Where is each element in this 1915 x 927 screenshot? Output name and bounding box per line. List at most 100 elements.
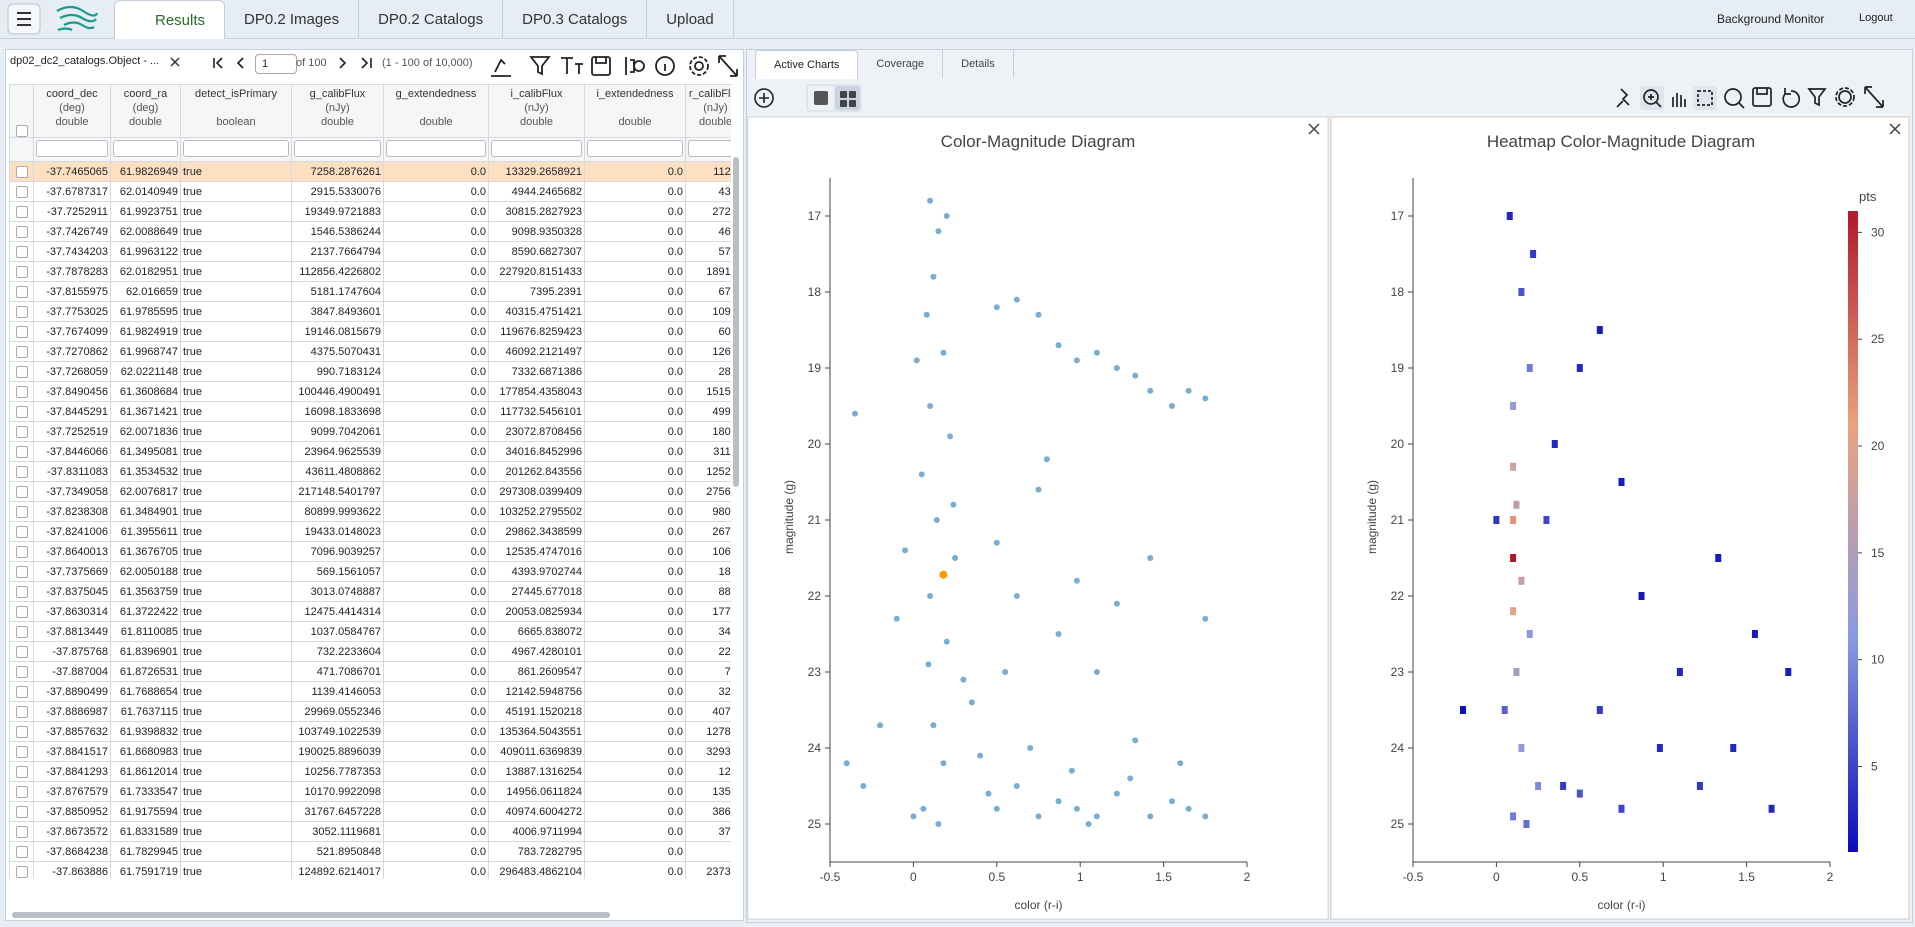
table-row[interactable]: -37.864001361.3676705true7096.90392570.0… xyxy=(10,542,732,562)
table-row[interactable]: -37.743420361.9963122true2137.76647940.0… xyxy=(10,242,732,262)
column-header[interactable]: g_calibFlux(nJy)double xyxy=(292,85,384,138)
table-row[interactable]: -37.844529161.3671421true16098.18336980.… xyxy=(10,402,732,422)
page-next-last[interactable] xyxy=(336,56,381,70)
chart-tab[interactable]: Coverage xyxy=(858,50,943,78)
checkbox[interactable] xyxy=(16,486,28,498)
checkbox[interactable] xyxy=(16,346,28,358)
table-row[interactable]: -37.737566962.0050188true569.15610570.04… xyxy=(10,562,732,582)
checkbox[interactable] xyxy=(16,125,28,137)
filter-input[interactable] xyxy=(113,140,178,157)
view-toggle[interactable] xyxy=(805,83,865,113)
checkbox[interactable] xyxy=(16,606,28,618)
column-header[interactable]: i_extendednessdouble xyxy=(585,85,686,138)
checkbox[interactable] xyxy=(16,786,28,798)
filter-input[interactable] xyxy=(183,140,289,157)
table-row[interactable]: -37.678731762.0140949true2915.53300760.0… xyxy=(10,182,732,202)
checkbox[interactable] xyxy=(16,226,28,238)
table-row[interactable]: -37.87576861.8396901true732.22336040.049… xyxy=(10,642,732,662)
table-row[interactable]: -37.727086261.9968747true4375.50704310.0… xyxy=(10,342,732,362)
checkbox[interactable] xyxy=(16,686,28,698)
filter-input[interactable] xyxy=(386,140,486,157)
checkbox[interactable] xyxy=(16,746,28,758)
checkbox[interactable] xyxy=(16,326,28,338)
background-monitor[interactable]: Background Monitor xyxy=(1717,12,1824,26)
filter-input[interactable] xyxy=(587,140,683,157)
table-row[interactable]: -37.767409961.9824919true19146.08156790.… xyxy=(10,322,732,342)
checkbox[interactable] xyxy=(16,266,28,278)
v-scrollbar[interactable] xyxy=(733,157,739,487)
table-row[interactable]: -37.86388661.7591719true124892.62140170.… xyxy=(10,862,732,880)
column-header[interactable]: i_calibFlux(nJy)double xyxy=(489,85,585,138)
checkbox[interactable] xyxy=(16,426,28,438)
checkbox[interactable] xyxy=(16,646,28,658)
checkbox[interactable] xyxy=(16,446,28,458)
table-row[interactable]: -37.746506561.9826949true7258.28762610.0… xyxy=(10,162,732,182)
table-row[interactable]: -37.885095261.9175594true31767.64572280.… xyxy=(10,802,732,822)
checkbox[interactable] xyxy=(16,826,28,838)
checkbox[interactable] xyxy=(16,306,28,318)
nav-tab[interactable]: DP0.2 Images xyxy=(225,0,359,38)
close-table[interactable] xyxy=(169,56,181,68)
checkbox[interactable] xyxy=(16,466,28,478)
filter-input[interactable] xyxy=(36,140,108,157)
checkbox[interactable] xyxy=(16,166,28,178)
logout[interactable]: Logout xyxy=(1859,12,1893,24)
page-input[interactable]: 1 xyxy=(255,54,297,74)
nav-tab[interactable]: DP0.3 Catalogs xyxy=(503,0,647,38)
nav-tab[interactable]: DP0.2 Catalogs xyxy=(359,0,503,38)
table-row[interactable]: -37.884151761.8680983true190025.88960390… xyxy=(10,742,732,762)
table-row[interactable]: -37.876757961.7333547true10170.99220980.… xyxy=(10,782,732,802)
checkbox[interactable] xyxy=(16,186,28,198)
table-row[interactable]: -37.88700461.8726531true471.70867010.086… xyxy=(10,662,732,682)
nav-tab[interactable]: Results xyxy=(114,0,225,39)
table-row[interactable]: -37.844606661.3495081true23964.96255390.… xyxy=(10,442,732,462)
table-row[interactable]: -37.815597562.016659true5181.17476040.07… xyxy=(10,282,732,302)
table-row[interactable]: -37.884129361.8612014true10256.77873530.… xyxy=(10,762,732,782)
checkbox[interactable] xyxy=(16,706,28,718)
table-row[interactable]: -37.849045661.3608684true100446.49004910… xyxy=(10,382,732,402)
table-row[interactable]: -37.742674962.0088649true1546.53862440.0… xyxy=(10,222,732,242)
table-row[interactable]: -37.889049961.7688654true1139.41460530.0… xyxy=(10,682,732,702)
table-row[interactable]: -37.888698761.7637115true29969.05523460.… xyxy=(10,702,732,722)
checkbox[interactable] xyxy=(16,506,28,518)
table-row[interactable]: -37.881344961.8110085true1037.05847670.0… xyxy=(10,622,732,642)
page-first-prev[interactable] xyxy=(211,56,256,70)
checkbox[interactable] xyxy=(16,766,28,778)
chart-tab[interactable]: Details xyxy=(943,50,1014,78)
checkbox[interactable] xyxy=(16,406,28,418)
checkbox[interactable] xyxy=(16,546,28,558)
checkbox[interactable] xyxy=(16,206,28,218)
logo[interactable] xyxy=(54,3,100,35)
checkbox[interactable] xyxy=(16,726,28,738)
nav-tab[interactable]: Upload xyxy=(647,0,734,38)
filter-input[interactable] xyxy=(688,140,731,157)
checkbox[interactable] xyxy=(16,586,28,598)
menu-button[interactable] xyxy=(7,3,41,35)
column-header[interactable]: r_calibFlux(nJy)double xyxy=(686,85,732,138)
table-row[interactable]: -37.885763261.9398832true103749.10225390… xyxy=(10,722,732,742)
table-row[interactable]: -37.725291161.9923751true19349.97218830.… xyxy=(10,202,732,222)
table-row[interactable]: -37.868423861.7829945true521.89508480.07… xyxy=(10,842,732,862)
column-header[interactable]: g_extendednessdouble xyxy=(384,85,489,138)
column-header[interactable]: coord_ra(deg)double xyxy=(111,85,181,138)
chart-tab[interactable]: Active Charts xyxy=(755,50,858,79)
table-row[interactable]: -37.823830861.3484901true80899.99936220.… xyxy=(10,502,732,522)
table-row[interactable]: -37.837504561.3563759true3013.07488870.0… xyxy=(10,582,732,602)
filter-input[interactable] xyxy=(294,140,381,157)
table-row[interactable]: -37.787828362.0182951true112856.42268020… xyxy=(10,262,732,282)
chart-toolbar-right[interactable] xyxy=(1611,83,1909,113)
checkbox[interactable] xyxy=(16,526,28,538)
table-row[interactable]: -37.863031461.3722422true12475.44143140.… xyxy=(10,602,732,622)
checkbox[interactable] xyxy=(16,866,28,878)
checkbox[interactable] xyxy=(16,806,28,818)
table-row[interactable]: -37.725251962.0071836true9099.70420610.0… xyxy=(10,422,732,442)
checkbox[interactable] xyxy=(16,366,28,378)
checkbox[interactable] xyxy=(16,666,28,678)
checkbox[interactable] xyxy=(16,386,28,398)
h-scrollbar[interactable] xyxy=(12,912,610,918)
checkbox[interactable] xyxy=(16,626,28,638)
table-row[interactable]: -37.775302561.9785595true3847.84936010.0… xyxy=(10,302,732,322)
column-header[interactable]: detect_isPrimaryboolean xyxy=(181,85,292,138)
column-header[interactable]: coord_dec(deg)double xyxy=(34,85,111,138)
table-row[interactable]: -37.831108361.3534532true43611.48088620.… xyxy=(10,462,732,482)
